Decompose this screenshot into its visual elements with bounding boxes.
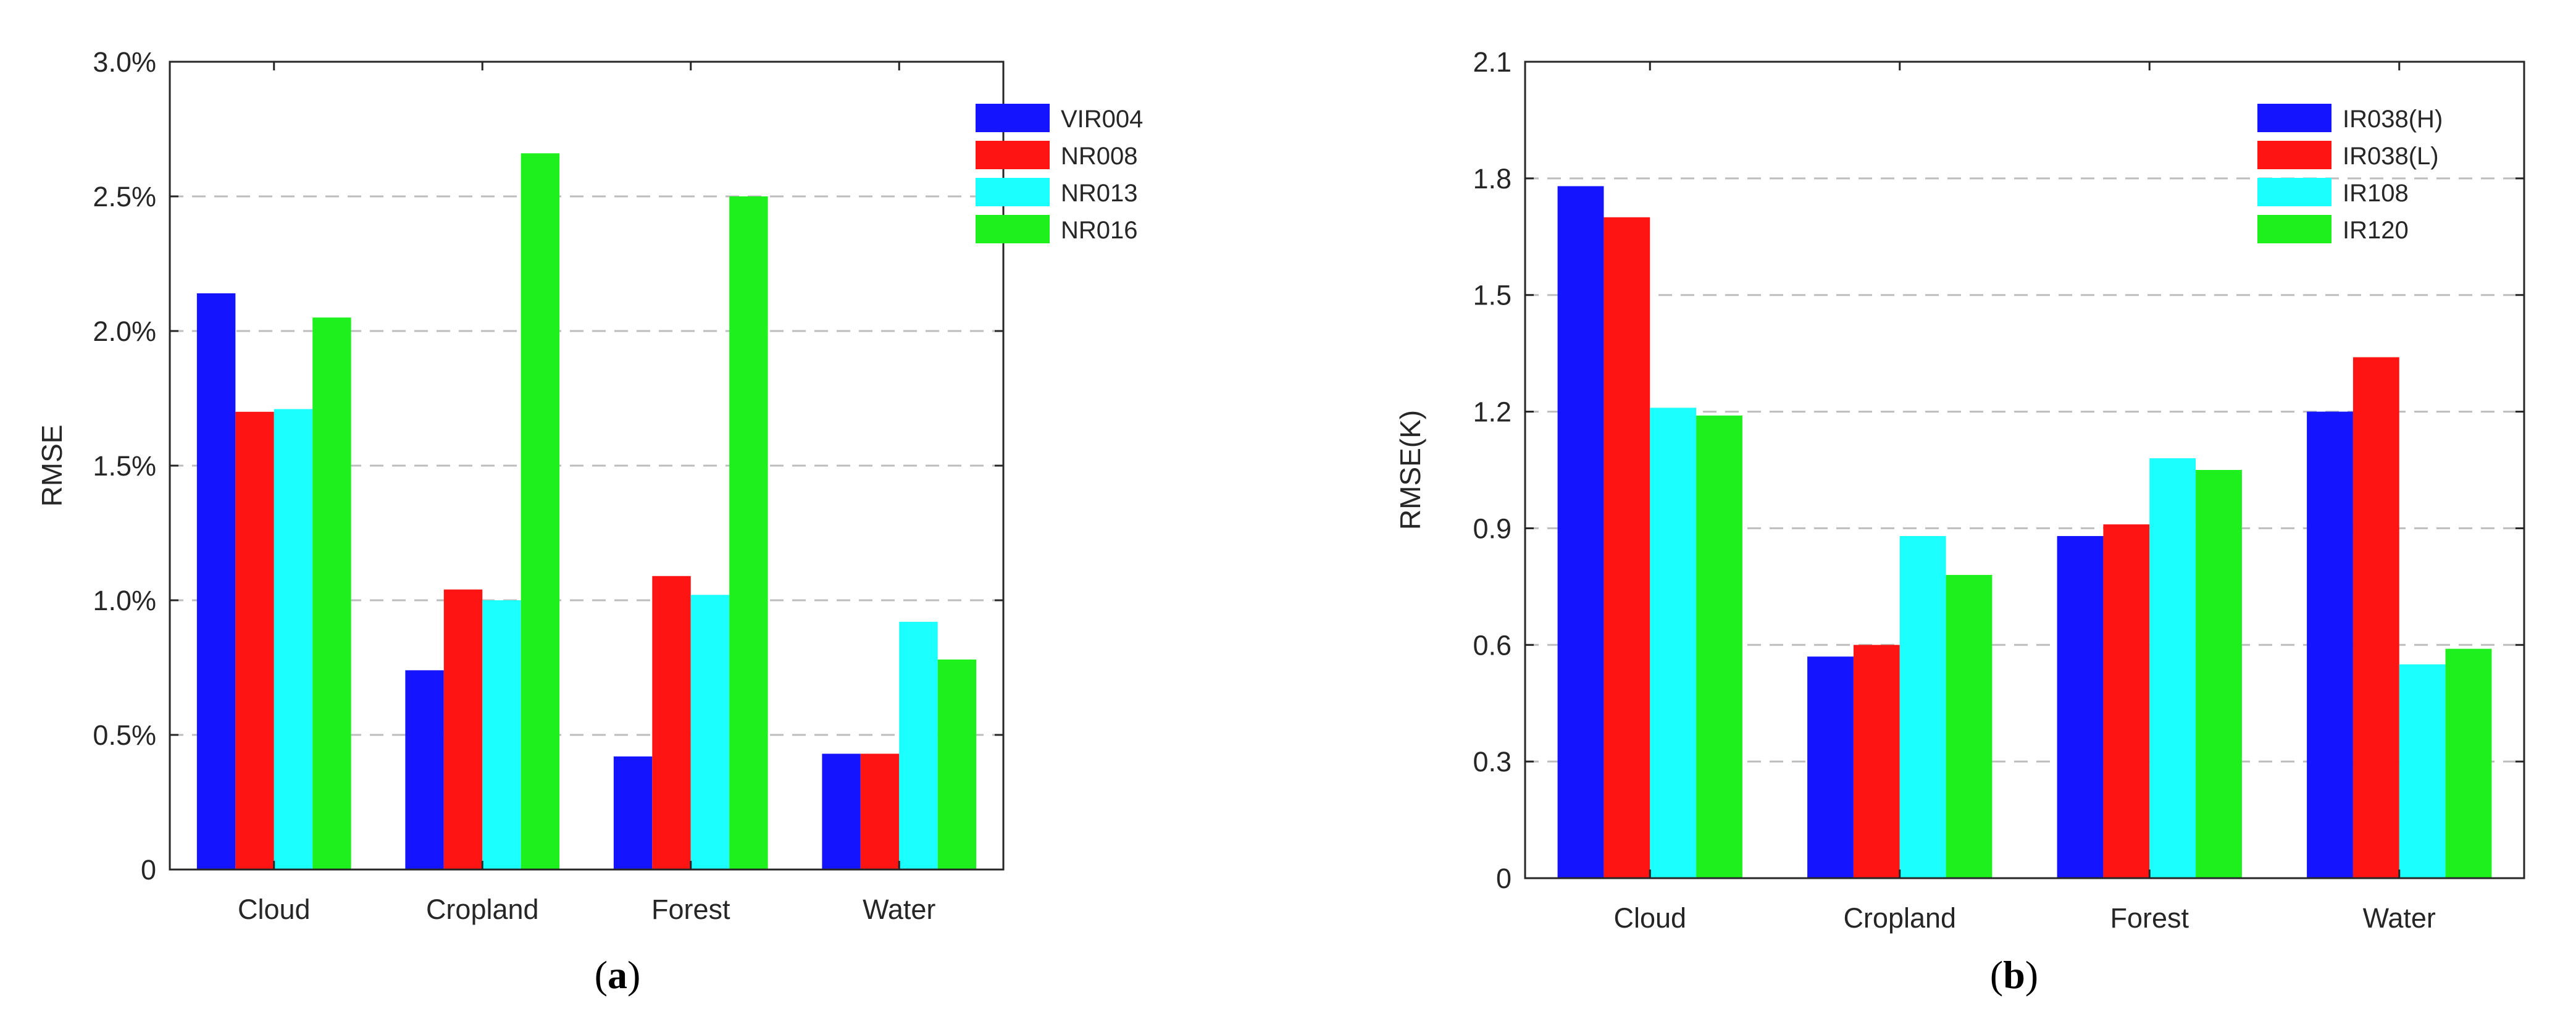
x-tick-label: Cropland: [1843, 902, 1956, 934]
bar-cloud-vir004: [196, 293, 236, 870]
bar-cloud-ir120: [1696, 415, 1742, 878]
legend-label: IR038(H): [2343, 106, 2443, 133]
y-tick-label: 2.5%: [93, 181, 156, 212]
bar-water-ir038l: [2352, 357, 2399, 878]
legend-swatch: [2257, 215, 2331, 243]
chart-panel-a: Cloud Cropland Forest Water 0 0.5% 1.0% 1.5% 2.0…: [36, 46, 1143, 997]
x-tick-label: Water: [2363, 902, 2436, 934]
bar-cropland-vir004: [405, 670, 444, 870]
legend-swatch: [976, 141, 1050, 169]
y-tick-label: 0.9: [1473, 513, 1512, 544]
legend-swatch: [2257, 141, 2331, 169]
x-tick-label: Cloud: [238, 894, 311, 925]
y-tick-label: 0.6: [1473, 629, 1512, 661]
y-tick-label: 3.0%: [93, 46, 156, 78]
y-tick-label: 2.0%: [93, 316, 156, 347]
y-tick-label: 0: [1496, 863, 1512, 894]
bar-cloud-ir038l: [1604, 217, 1650, 878]
bar-water-ir038h: [2307, 411, 2353, 878]
bar-water-ir120: [2445, 648, 2492, 878]
y-tick-label: 1.8: [1473, 163, 1512, 195]
legend-swatch: [2257, 104, 2331, 132]
bar-forest-ir120: [2196, 470, 2242, 878]
legend-label: NR013: [1061, 180, 1138, 207]
x-tick-label: Cropland: [426, 894, 539, 925]
legend-swatch: [976, 215, 1050, 243]
bar-cropland-ir038l: [1853, 645, 1900, 878]
y-tick-label: 2.1: [1473, 46, 1512, 78]
x-tick-label: Forest: [2110, 902, 2189, 934]
bar-forest-nr013: [690, 595, 730, 870]
bar-forest-nr008: [652, 576, 691, 870]
bar-forest-ir108: [2149, 458, 2196, 878]
bar-forest-vir004: [613, 756, 653, 870]
bar-cloud-nr008: [235, 411, 274, 870]
bar-cropland-nr008: [443, 589, 483, 870]
bar-cropland-nr016: [521, 153, 560, 870]
legend-swatch: [976, 104, 1050, 132]
chart-panel-b: Cloud Cropland Forest Water 0 0.3 0.6 0.9 1.2 1.5…: [1394, 46, 2525, 997]
bar-cropland-nr013: [482, 600, 521, 870]
bar-cropland-ir038h: [1807, 656, 1854, 878]
panel-label: (a): [595, 953, 641, 997]
legend-swatch: [976, 178, 1050, 206]
bar-water-vir004: [822, 753, 861, 870]
legend-label: IR120: [2343, 217, 2409, 244]
bar-cloud-nr016: [312, 317, 351, 870]
bar-cropland-ir108: [1899, 536, 1946, 878]
legend-swatch: [2257, 178, 2331, 206]
axes-box: [1524, 61, 2525, 879]
bar-water-nr013: [899, 621, 938, 870]
y-axis-title: RMSE(K): [1394, 410, 1426, 530]
bar-forest-nr016: [729, 196, 768, 870]
bar-cloud-ir108: [1650, 408, 1697, 878]
x-tick-label: Cloud: [1613, 902, 1686, 934]
legend-label: IR038(L): [2343, 143, 2439, 170]
bar-forest-ir038h: [2057, 536, 2104, 878]
panel-label: (b): [1990, 953, 2038, 997]
y-tick-label: 1.5: [1473, 280, 1512, 311]
bar-cloud-nr013: [274, 409, 313, 870]
bar-cloud-ir038h: [1557, 186, 1604, 878]
y-axis-title: RMSE: [36, 425, 68, 507]
legend-label: NR016: [1061, 217, 1138, 244]
y-tick-label: 1.2: [1473, 396, 1512, 428]
y-tick-label: 1.5%: [93, 450, 156, 482]
legend-label: IR108: [2343, 180, 2409, 207]
bar-water-nr008: [860, 753, 900, 870]
bar-forest-ir038l: [2103, 524, 2150, 878]
legend-label: VIR004: [1061, 106, 1143, 133]
x-tick-label: Forest: [651, 894, 730, 925]
bar-water-nr016: [937, 659, 977, 870]
bar-water-ir108: [2399, 664, 2446, 878]
bar-cropland-ir120: [1946, 574, 1993, 878]
y-tick-label: 0: [141, 854, 156, 886]
y-tick-label: 0.5%: [93, 719, 156, 751]
x-tick-label: Water: [863, 894, 935, 925]
legend-label: NR008: [1061, 143, 1138, 170]
y-tick-label: 1.0%: [93, 585, 156, 616]
y-tick-label: 0.3: [1473, 746, 1512, 778]
